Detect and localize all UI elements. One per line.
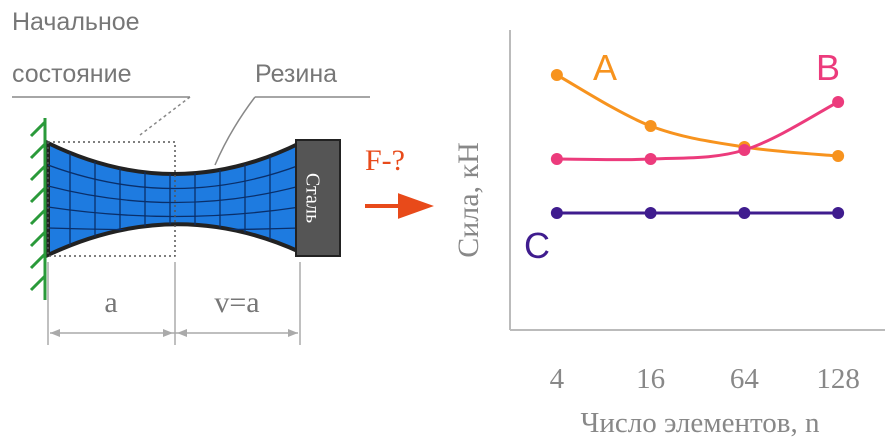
point [550, 207, 563, 219]
series-line [556, 100, 839, 162]
steel-label: Сталь [301, 173, 323, 223]
wall-hatch [29, 120, 47, 292]
x-tick-label: 4 [550, 363, 565, 395]
point [738, 207, 751, 219]
initial-label: Начальное [12, 8, 140, 36]
point [832, 96, 845, 108]
x-axis-label: Число элементов, n [581, 407, 820, 439]
dimensions [47, 262, 301, 345]
series-line [556, 73, 839, 158]
initial-label: состояние [12, 60, 131, 88]
y-axis-label: Сила, кН [452, 142, 485, 258]
rubber-diagram: Сталь Начальное состояние Резина a v=a F… [12, 8, 434, 345]
dim-label: a [104, 286, 117, 319]
x-tick-label: 64 [730, 363, 760, 395]
rubber-body [46, 139, 302, 259]
x-tick-label: 128 [816, 363, 860, 395]
series-label: B [816, 47, 840, 88]
series-label: A [593, 47, 617, 88]
point [644, 120, 657, 132]
dim-label: v=a [214, 286, 259, 319]
rubber-label: Резина [255, 60, 337, 88]
steel-block [295, 139, 341, 257]
point [644, 207, 657, 219]
point [832, 207, 845, 219]
chart: Сила, кН Число элементов, n 4 16 64 128 A B C [452, 30, 885, 439]
point [738, 144, 751, 156]
force-arrow [365, 193, 434, 219]
initial-outline [47, 141, 176, 257]
point [832, 150, 845, 162]
force-label: F-? [365, 144, 405, 177]
point [550, 153, 563, 165]
point [644, 153, 657, 165]
point [550, 69, 563, 81]
series-label: C [524, 225, 550, 266]
x-tick-label: 16 [636, 363, 665, 395]
